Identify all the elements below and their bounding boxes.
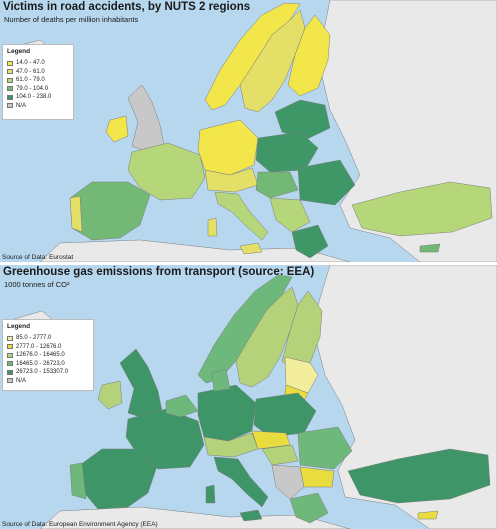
spain-country: [79, 448, 159, 510]
legend-item: 26723.0 - 153307.0: [7, 368, 89, 377]
legend-label: 26723.0 - 153307.0: [16, 369, 69, 376]
legend-swatch: [7, 369, 13, 375]
sicily-island: [239, 509, 263, 522]
legend-label: 2777.0 - 12676.0: [16, 343, 62, 350]
baltic-region: [274, 99, 331, 141]
hungary-country: [261, 444, 299, 466]
road-victims-map: [9, 0, 497, 262]
portugal-region: [69, 195, 83, 233]
legend-label: N/A: [16, 377, 27, 384]
legend-swatch: [7, 335, 13, 341]
legend-swatch: [7, 352, 13, 358]
legend-item: 85.0 - 2777.0: [7, 334, 89, 343]
denmark-country: [211, 368, 231, 392]
turkey-country: [347, 448, 491, 504]
legend-item: 61.0 - 79.0: [7, 76, 69, 85]
sardinia-region: [207, 217, 218, 237]
legend-transport-emissions: Legend 85.0 - 2777.0 2777.0 - 12676.0 12…: [2, 319, 94, 391]
ireland-region: [105, 115, 129, 143]
poland-country: [253, 392, 317, 438]
sicily-region: [239, 242, 263, 255]
uk-country: [119, 348, 163, 420]
legend-item: 14.0 - 47.0: [7, 59, 69, 68]
ireland-country: [97, 380, 123, 410]
hungary-region: [255, 171, 299, 199]
legend-swatch: [7, 361, 13, 367]
legend-label: 104.0 - 238.0: [16, 94, 52, 101]
legend-title: Legend: [7, 48, 31, 55]
greece-region: [291, 224, 329, 259]
map-title: Greenhouse gas emissions from transport …: [3, 266, 315, 278]
legend-label: 47.0 - 61.0: [16, 68, 45, 75]
legend-label: 85.0 - 2777.0: [16, 335, 52, 342]
transport-emissions-map-panel: Greenhouse gas emissions from transport …: [0, 265, 497, 529]
legend-label: N/A: [16, 102, 27, 109]
romania-region: [297, 159, 356, 206]
transport-emissions-map: [13, 265, 497, 529]
legend-item: 12676.0 - 16465.0: [7, 351, 89, 360]
balkans-region: [269, 197, 311, 233]
legend-swatch: [7, 94, 13, 100]
legend-item: 104.0 - 238.0: [7, 93, 69, 102]
legend-swatch: [7, 77, 13, 83]
legend-item: N/A: [7, 102, 69, 111]
legend-title: Legend: [7, 323, 31, 330]
map-title: Victims in road accidents, by NUTS 2 reg…: [3, 1, 251, 13]
source-note: Source of Data: European Environment Age…: [2, 521, 158, 528]
germany-region: [197, 119, 259, 176]
cyprus-country: [417, 510, 439, 520]
italy-region: [214, 191, 269, 241]
balkans-country: [271, 464, 305, 500]
legend-item: 79.0 - 104.0: [7, 85, 69, 94]
legend-swatch: [7, 69, 13, 75]
romania-country: [297, 426, 353, 470]
legend-label: 12676.0 - 16465.0: [16, 352, 65, 359]
sardinia-island: [205, 484, 216, 504]
legend-swatch: [7, 86, 13, 92]
map-subtitle: Number of deaths per million inhabitants: [4, 15, 139, 24]
road-victims-map-panel: Victims in road accidents, by NUTS 2 reg…: [0, 0, 497, 262]
uk-region: [127, 84, 165, 153]
cyprus-region: [419, 243, 441, 253]
legend-swatch: [7, 378, 13, 384]
legend-swatch: [7, 60, 13, 66]
source-note: Source of Data: Eurostat: [2, 254, 74, 261]
greece-country: [289, 492, 329, 524]
panel-divider: [0, 262, 497, 265]
legend-label: 61.0 - 79.0: [16, 77, 45, 84]
legend-swatch: [7, 344, 13, 350]
legend-item: 47.0 - 61.0: [7, 68, 69, 77]
finland-region: [287, 14, 331, 97]
italy-country: [213, 456, 269, 508]
legend-label: 16465.0 - 26723.0: [16, 360, 65, 367]
legend-label: 14.0 - 47.0: [16, 60, 45, 67]
legend-road-victims: Legend 14.0 - 47.0 47.0 - 61.0 61.0 - 79…: [2, 44, 74, 120]
portugal-country: [69, 462, 87, 500]
legend-label: 79.0 - 104.0: [16, 85, 49, 92]
map-subtitle: 1000 tonnes of CO²: [4, 280, 70, 289]
legend-item: N/A: [7, 377, 89, 386]
legend-swatch: [7, 103, 13, 109]
czech-slovakia-country: [251, 430, 291, 450]
north-africa-land: [39, 239, 351, 262]
north-africa-land: [39, 506, 351, 529]
turkey-region: [351, 181, 493, 237]
iberia-region: [69, 181, 151, 241]
france-region: [127, 142, 206, 201]
legend-item: 16465.0 - 26723.0: [7, 360, 89, 369]
bulgaria-country: [299, 466, 335, 488]
germany-country: [197, 384, 257, 442]
legend-item: 2777.0 - 12676.0: [7, 343, 89, 352]
baltic-countries: [284, 356, 319, 394]
benelux-country: [165, 394, 199, 418]
